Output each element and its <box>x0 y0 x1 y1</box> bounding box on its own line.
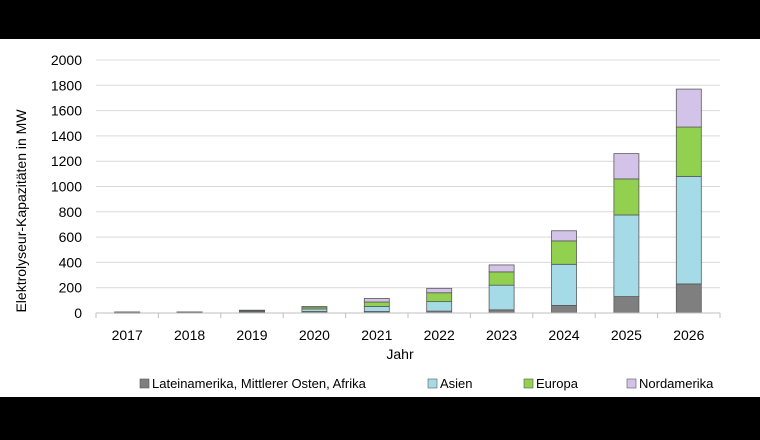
axes <box>95 312 721 318</box>
bar-segment <box>675 283 702 314</box>
bar-segment <box>114 311 141 313</box>
x-tick-label: 2022 <box>424 327 455 343</box>
bar-segment <box>551 230 577 242</box>
bar-segment <box>675 175 702 285</box>
bar-segment <box>426 292 453 303</box>
legend-swatch <box>523 378 534 389</box>
legend-label: Nordamerika <box>639 376 714 391</box>
y-tick-label: 600 <box>59 229 83 245</box>
bar-segment <box>613 214 640 297</box>
bar-segment <box>675 126 702 177</box>
bar-segment <box>488 284 515 311</box>
bar-segment <box>426 301 453 312</box>
x-tick-label: 2020 <box>299 327 330 343</box>
x-tick-label: 2018 <box>174 327 205 343</box>
bar-segment <box>613 178 640 216</box>
y-tick-label: 400 <box>59 254 83 270</box>
legend-swatch <box>626 378 637 389</box>
y-tick-label: 2000 <box>51 52 82 68</box>
y-tick-label: 1200 <box>51 153 82 169</box>
x-tick-label: 2023 <box>486 327 517 343</box>
bar-segment <box>488 271 515 286</box>
legend-swatch <box>139 378 150 389</box>
gridlines <box>96 59 720 289</box>
bar-segment <box>613 296 640 314</box>
legend-label: Lateinamerika, Mittlerer Osten, Afrika <box>152 376 367 391</box>
bar-segment <box>551 240 577 265</box>
x-tick-label: 2026 <box>673 327 704 343</box>
bar-segment <box>363 306 390 312</box>
x-tick-label: 2024 <box>548 327 579 343</box>
bar-segment <box>675 88 702 128</box>
x-tick-label: 2021 <box>361 327 392 343</box>
legend: Lateinamerika, Mittlerer Osten, Afrika As… <box>139 376 714 391</box>
bar-segment <box>613 153 640 180</box>
legend-label: Europa <box>536 376 579 391</box>
y-axis-title: Elektrolyseur-Kapazitäten in MW <box>13 109 29 313</box>
bar-segment <box>488 264 515 273</box>
x-tick-label: 2025 <box>611 327 642 343</box>
y-tick-label: 1000 <box>51 179 82 195</box>
bar-segment <box>426 287 453 294</box>
bar-segment <box>363 301 390 307</box>
y-tick-label: 0 <box>74 305 82 321</box>
x-tick-label: 2019 <box>236 327 267 343</box>
bars <box>114 88 702 314</box>
bar-segment <box>363 298 390 303</box>
bar-segment <box>301 306 328 308</box>
x-tick-labels: 2017 2018 2019 2020 2021 2022 2023 2024 2025 2026 <box>112 327 705 343</box>
legend-swatch <box>427 378 438 389</box>
y-tick-label: 1800 <box>51 77 82 93</box>
chart-area: 0 200 400 600 800 1000 1200 1400 1600 1800 2000 20… <box>0 39 760 397</box>
y-tick-label: 1400 <box>51 128 82 144</box>
x-tick-label: 2017 <box>112 327 143 343</box>
y-tick-label: 1600 <box>51 103 82 119</box>
bar-segment <box>176 311 203 313</box>
y-tick-labels: 0 200 400 600 800 1000 1200 1400 1600 1800 2000 <box>51 52 82 321</box>
x-axis-title: Jahr <box>386 346 414 362</box>
y-tick-label: 800 <box>59 204 83 220</box>
bar-segment <box>239 309 265 312</box>
bar-segment <box>551 263 577 306</box>
bar-segment <box>551 305 577 314</box>
stacked-bar-chart: 0 200 400 600 800 1000 1200 1400 1600 1800 2000 20… <box>13 52 721 391</box>
legend-label: Asien <box>440 376 473 391</box>
y-tick-label: 200 <box>59 280 83 296</box>
